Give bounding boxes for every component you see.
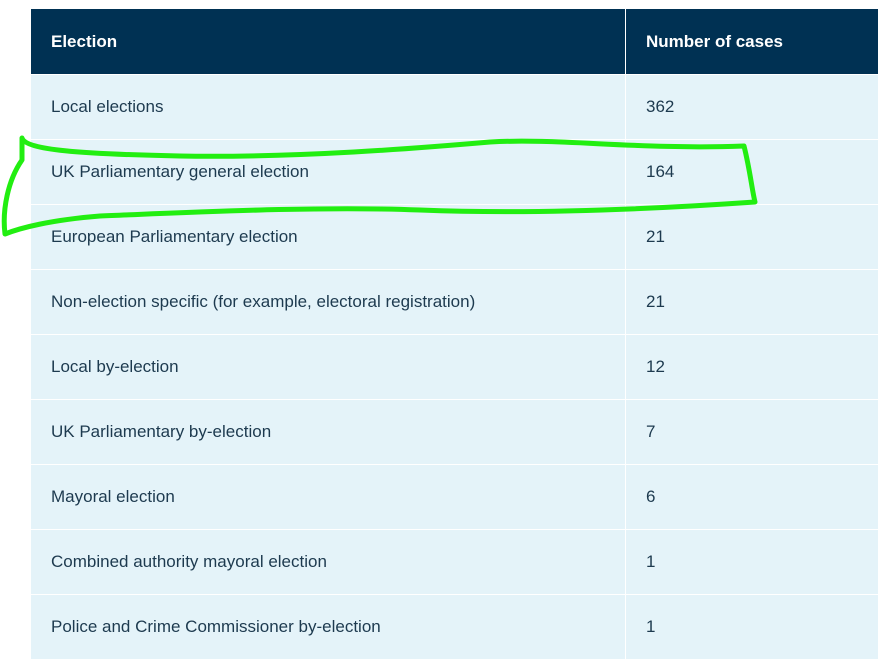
- cases-cell: 7: [646, 422, 656, 441]
- election-cell: UK Parliamentary general election: [31, 140, 626, 204]
- table-row: UK Parliamentary general election 164: [31, 140, 878, 205]
- cases-cell: 21: [646, 292, 665, 311]
- election-cell: UK Parliamentary by-election: [31, 400, 626, 464]
- cases-cell: 1: [646, 617, 656, 636]
- election-cell: Non-election specific (for example, elec…: [31, 270, 626, 334]
- election-cell: Mayoral election: [31, 465, 626, 529]
- table-row: Local elections 362: [31, 75, 878, 140]
- cases-cell: 164: [646, 162, 675, 181]
- cases-cell: 1: [646, 552, 656, 571]
- election-cell: Combined authority mayoral election: [31, 530, 626, 594]
- table-row: Local by-election 12: [31, 335, 878, 400]
- cases-cell: 12: [646, 357, 665, 376]
- table-row: Police and Crime Commissioner by-electio…: [31, 595, 878, 660]
- table-row: Combined authority mayoral election 1: [31, 530, 878, 595]
- cases-cell: 362: [646, 97, 675, 116]
- election-cell: Police and Crime Commissioner by-electio…: [31, 595, 626, 659]
- election-cell: European Parliamentary election: [31, 205, 626, 269]
- elections-table: Election Number of cases Local elections…: [31, 9, 878, 660]
- election-cell: Local elections: [31, 75, 626, 139]
- header-number-of-cases: Number of cases: [646, 31, 783, 51]
- table-row: Non-election specific (for example, elec…: [31, 270, 878, 335]
- cases-cell: 21: [646, 227, 665, 246]
- cases-cell: 6: [646, 487, 656, 506]
- table-header-row: Election Number of cases: [31, 9, 878, 75]
- table-row: UK Parliamentary by-election 7: [31, 400, 878, 465]
- election-cell: Local by-election: [31, 335, 626, 399]
- table-row: Mayoral election 6: [31, 465, 878, 530]
- header-election: Election: [31, 9, 626, 74]
- table-row: European Parliamentary election 21: [31, 205, 878, 270]
